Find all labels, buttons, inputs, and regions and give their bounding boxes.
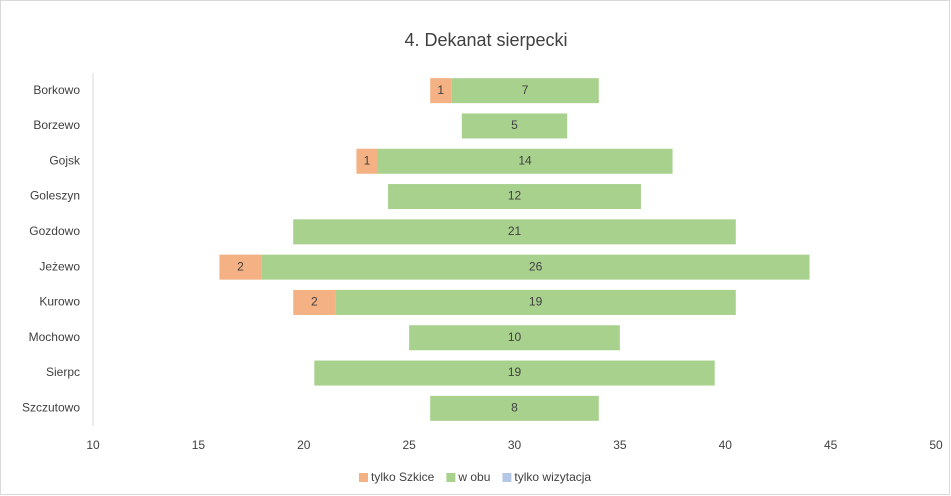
data-label: 14 xyxy=(518,153,532,167)
bar-segment xyxy=(314,360,715,386)
x-tick-label: 40 xyxy=(719,438,733,452)
data-label: 5 xyxy=(511,118,518,132)
x-tick-label: 20 xyxy=(297,438,311,452)
data-label: 8 xyxy=(511,401,518,415)
y-tick-label: Mochowo xyxy=(29,330,81,344)
x-tick-label: 45 xyxy=(824,438,838,452)
legend-swatch xyxy=(359,473,368,482)
y-tick-label: Kurowo xyxy=(39,295,80,309)
bar-segment xyxy=(219,254,262,280)
legend-swatch xyxy=(502,473,512,482)
bar-segment xyxy=(293,219,736,245)
x-tick-label: 50 xyxy=(929,438,943,452)
y-tick-label: Borzewo xyxy=(33,118,80,132)
bar-segment xyxy=(261,254,810,280)
bar-segment xyxy=(293,289,336,315)
data-label: 2 xyxy=(311,295,318,309)
chart-title: 4. Dekanat sierpecki xyxy=(404,30,567,50)
data-label: 1 xyxy=(437,83,444,97)
y-tick-label: Sierpc xyxy=(46,365,80,379)
y-tick-label: Gozdowo xyxy=(29,224,80,238)
y-tick-label: Gojsk xyxy=(49,153,81,167)
legend-swatch xyxy=(446,473,456,482)
data-label: 26 xyxy=(529,259,543,273)
data-label: 1 xyxy=(364,153,371,167)
bar-segment xyxy=(430,78,452,104)
legend-label: tylko Szkice xyxy=(371,470,435,484)
data-label: 21 xyxy=(508,224,522,238)
bar-segment xyxy=(356,148,378,174)
y-tick-label: Borkowo xyxy=(33,83,80,97)
y-tick-label: Jeżewo xyxy=(39,259,80,273)
bar-segment xyxy=(335,289,736,315)
y-tick-label: Goleszyn xyxy=(30,189,80,203)
bar-segment xyxy=(451,78,599,104)
bar-segment xyxy=(430,395,599,421)
bar-segment xyxy=(377,148,673,174)
x-tick-label: 15 xyxy=(192,438,206,452)
data-label: 2 xyxy=(237,259,244,273)
x-tick-label: 25 xyxy=(402,438,416,452)
x-tick-label: 30 xyxy=(508,438,522,452)
data-label: 19 xyxy=(529,295,543,309)
data-label: 7 xyxy=(522,83,529,97)
data-label: 12 xyxy=(508,189,522,203)
legend-label: w obu xyxy=(457,470,490,484)
x-tick-label: 35 xyxy=(613,438,627,452)
legend-label: tylko wizytacja xyxy=(514,470,591,484)
y-tick-label: Szczutowo xyxy=(22,401,80,415)
bar-segment xyxy=(409,325,620,351)
bar-segment xyxy=(388,184,641,210)
data-label: 10 xyxy=(508,330,522,344)
bar-segment xyxy=(461,113,568,139)
x-tick-label: 10 xyxy=(86,438,100,452)
data-label: 19 xyxy=(508,365,522,379)
